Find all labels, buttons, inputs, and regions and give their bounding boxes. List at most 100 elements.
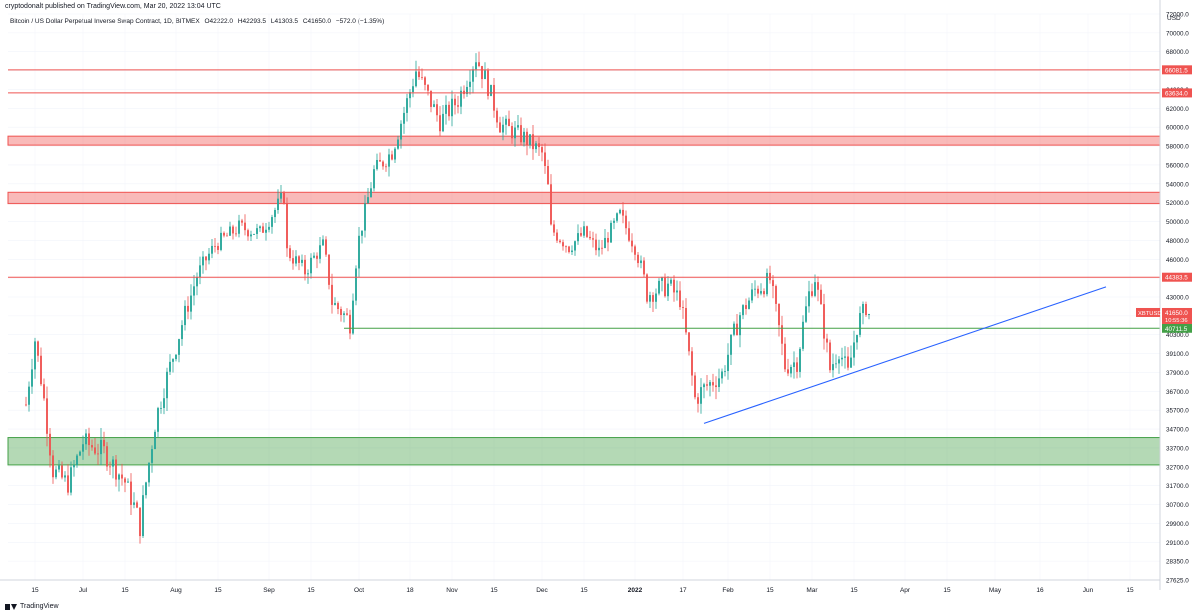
candle-body: [475, 62, 477, 70]
candle-body: [697, 397, 699, 404]
candle-64: [217, 242, 219, 255]
candle-214: [667, 276, 669, 301]
candle-body: [766, 272, 768, 295]
candle-43: [154, 429, 156, 450]
candle-15: [70, 461, 72, 496]
candle-78: [259, 225, 261, 232]
candle-198: [619, 208, 621, 215]
candle-body: [406, 98, 408, 113]
candle-body: [637, 254, 639, 264]
candle-body: [502, 124, 504, 133]
time-tick-label: 15: [1126, 587, 1134, 594]
candle-254: [787, 358, 789, 377]
candle-239: [742, 304, 744, 320]
candle-35: [130, 473, 132, 516]
candle-body: [658, 280, 660, 294]
candle-183: [574, 240, 576, 256]
candle-278: [859, 306, 861, 338]
candle-90: [295, 250, 297, 267]
candle-body: [568, 246, 570, 253]
candle-body: [154, 431, 156, 450]
price-tick-label: 30700.0: [1166, 502, 1189, 509]
candle-74: [247, 228, 249, 241]
candle-144: [457, 95, 459, 114]
candle-body: [205, 256, 207, 261]
candle-body: [88, 433, 90, 446]
candle-body: [709, 382, 711, 386]
candle-229: [712, 373, 714, 392]
candle-171: [538, 137, 540, 156]
price-chart[interactable]: USD 27625.0 28350.0 29100.0 29900.0 30700.0 31…: [0, 0, 1200, 600]
candle-37: [136, 500, 138, 509]
candle-body: [223, 232, 225, 236]
candle-7: [46, 386, 48, 447]
candle-173: [544, 143, 546, 174]
candle-body: [583, 226, 585, 236]
candle-body: [745, 305, 747, 309]
candle-41: [148, 462, 150, 487]
candle-body: [673, 279, 675, 293]
candle-body: [142, 495, 144, 537]
candle-body: [322, 239, 324, 246]
gridlines: [8, 13, 1160, 581]
candle-body: [43, 384, 45, 399]
last-price-tag-bg: [1162, 307, 1192, 324]
candle-151: [478, 51, 480, 68]
candle-body: [466, 86, 468, 95]
candle-62: [211, 238, 213, 259]
candle-149: [472, 66, 474, 94]
candle-31: [118, 473, 120, 492]
candle-14: [67, 464, 69, 496]
candle-182: [571, 245, 573, 255]
price-tick-label: 34700.0: [1166, 427, 1189, 434]
candle-body: [436, 104, 438, 116]
candle-body: [415, 71, 417, 87]
candle-127: [406, 93, 408, 122]
candle-52: [181, 320, 183, 346]
candle-body: [553, 224, 555, 233]
candle-67: [226, 232, 228, 237]
candle-body: [121, 474, 123, 479]
candle-117: [376, 153, 378, 171]
zone-1: [7, 191, 1161, 205]
candle-body: [778, 303, 780, 326]
candle-body: [751, 289, 753, 301]
price-tick-label: 48000.0: [1166, 238, 1189, 245]
candle-body: [163, 398, 165, 408]
candle-201: [628, 221, 630, 243]
candle-body: [391, 154, 393, 160]
candle-body: [649, 295, 651, 302]
candle-body: [619, 209, 621, 214]
candle-body: [562, 242, 564, 247]
candle-body: [541, 147, 543, 153]
candle-body: [70, 467, 72, 493]
candle-body: [592, 238, 594, 240]
candle-body: [781, 325, 783, 344]
symbol-tag-bg: [1136, 307, 1160, 317]
candle-body: [325, 239, 327, 255]
symbol-legend: Bitcoin / US Dollar Perpetual Inverse Sw…: [10, 18, 387, 25]
candle-71: [238, 214, 240, 238]
candle-body: [499, 122, 501, 133]
candle-body: [685, 308, 687, 333]
candle-61: [208, 247, 210, 265]
level-price-tag: 66081.5: [1165, 67, 1188, 74]
time-tick-label: 18: [406, 587, 414, 594]
candle-53: [184, 300, 186, 331]
price-tick-label: 39100.0: [1166, 351, 1189, 358]
candle-47: [166, 367, 168, 411]
candle-102: [331, 273, 333, 314]
candle-body: [385, 166, 387, 168]
candle-body: [313, 255, 315, 258]
price-tick-label: 32700.0: [1166, 464, 1189, 471]
candle-95: [310, 253, 312, 279]
candle-131: [418, 66, 420, 80]
candle-207: [646, 273, 648, 304]
candle-body: [736, 323, 738, 336]
candle-103: [334, 297, 336, 306]
candle-5: [40, 347, 42, 387]
candle-161: [508, 110, 510, 127]
candle-body: [526, 131, 528, 146]
candle-body: [805, 306, 807, 322]
candle-118: [379, 152, 381, 162]
